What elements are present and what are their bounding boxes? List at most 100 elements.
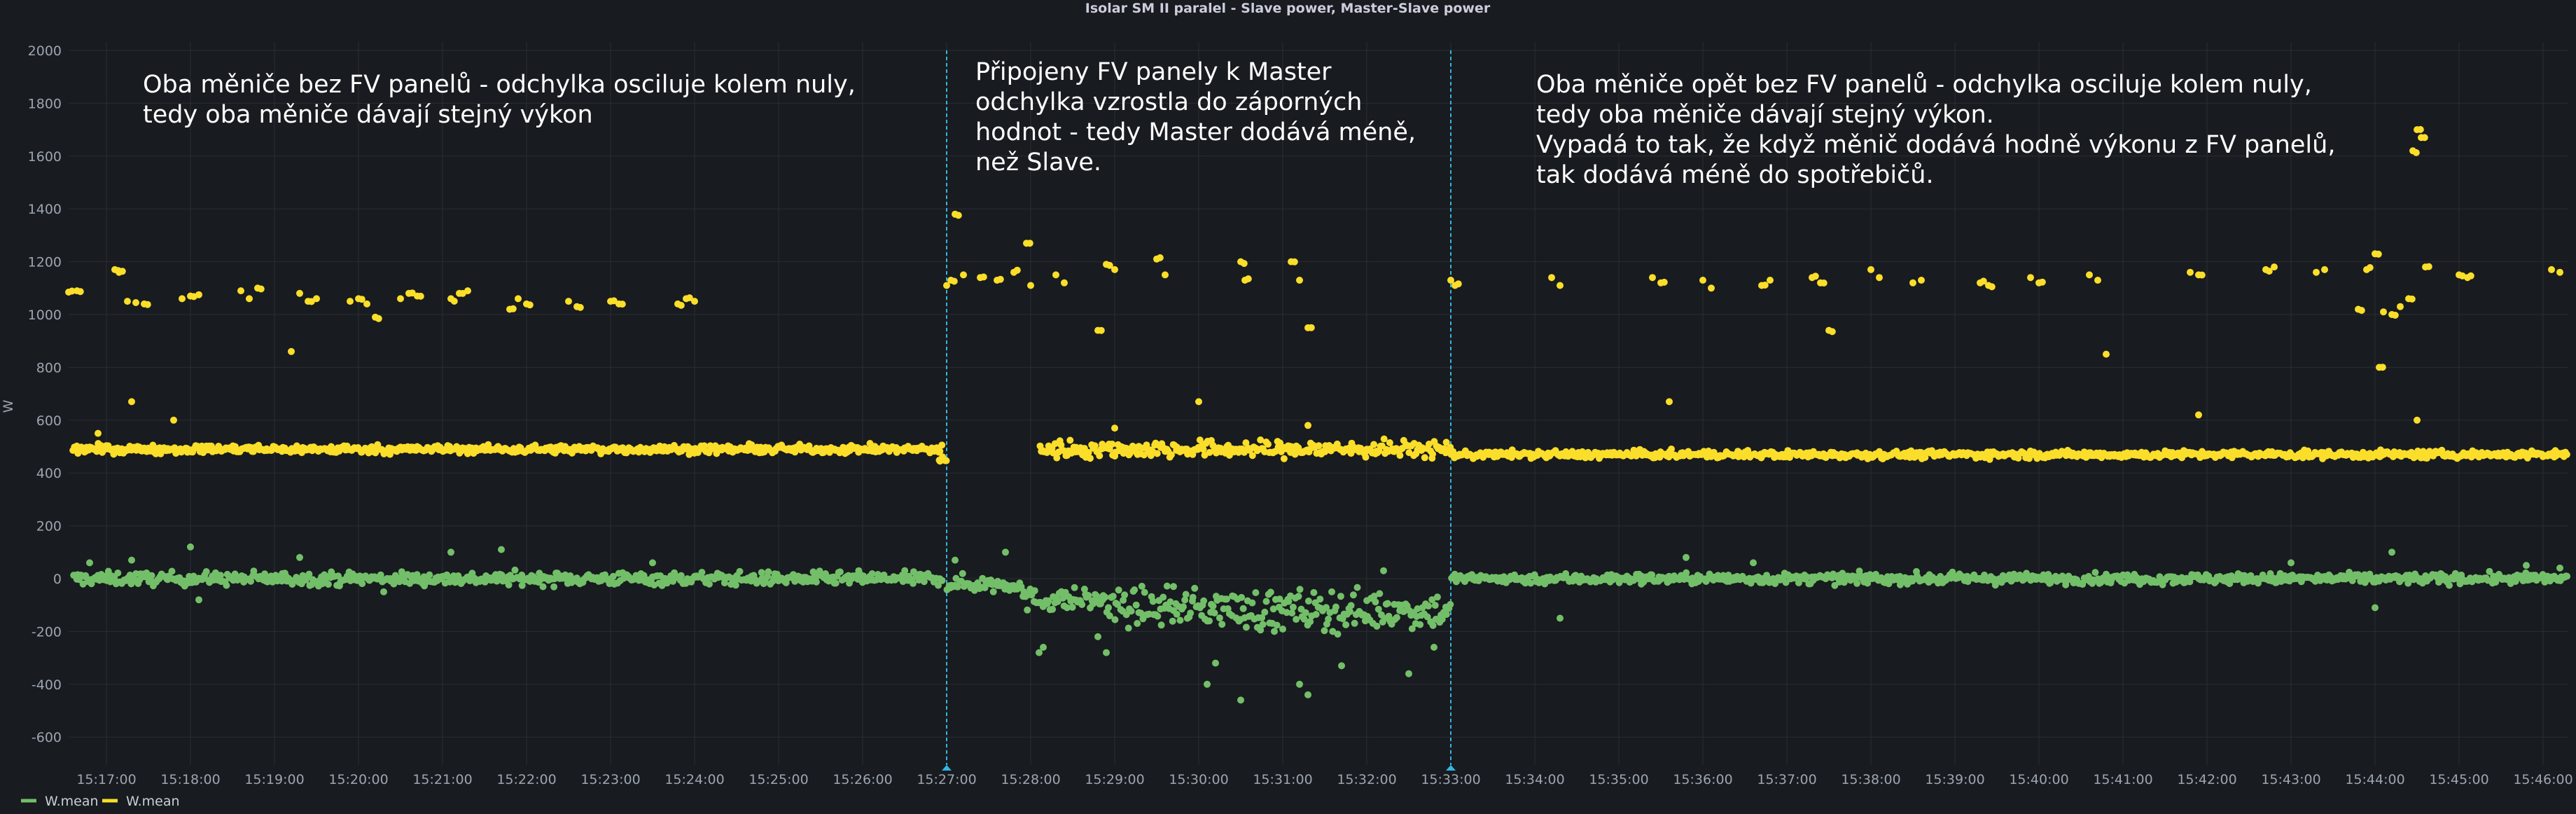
difference-point <box>1385 612 1393 620</box>
difference-point <box>217 572 224 579</box>
slave-point <box>1370 441 1378 448</box>
difference-point <box>1750 559 1757 567</box>
y-tick-label: 800 <box>36 360 62 375</box>
slave-point <box>128 398 135 406</box>
difference-point <box>1261 608 1269 616</box>
y-tick-label: 1800 <box>28 96 62 111</box>
annotation-line: tedy oba měniče dávají stejný výkon. <box>1536 101 1994 129</box>
y-tick-label: -200 <box>32 624 62 640</box>
difference-point <box>1334 630 1342 638</box>
difference-point <box>1288 609 1296 617</box>
difference-point <box>1269 605 1277 613</box>
difference-point <box>1115 586 1122 594</box>
difference-point <box>1218 621 1226 628</box>
slave-point <box>509 305 517 312</box>
difference-point <box>609 572 617 580</box>
slave-point <box>1108 441 1116 448</box>
difference-point <box>1323 604 1330 612</box>
slave-point <box>1396 452 1404 460</box>
difference-point <box>1408 625 1416 633</box>
difference-point <box>1068 603 1076 611</box>
difference-point <box>1442 611 1450 619</box>
difference-point <box>505 581 513 588</box>
annotation: Oba měniče opět bez FV panelů - odchylka… <box>1536 71 2335 189</box>
difference-point <box>1040 644 1047 651</box>
slave-point <box>1304 422 1311 429</box>
x-axis: 15:17:00 15:18:00 15:19:00 15:20:00 15:21:00… <box>76 772 2572 787</box>
difference-point <box>1431 602 1439 609</box>
x-tick-label: 15:39:00 <box>1925 772 1984 787</box>
slave-point <box>1811 273 1819 280</box>
difference-point <box>1885 580 1893 588</box>
slave-point <box>2271 263 2278 271</box>
slave-point <box>713 450 720 457</box>
difference-point <box>1557 614 1564 622</box>
difference-point <box>1109 593 1117 600</box>
grid <box>69 42 2568 765</box>
difference-point <box>1346 608 1353 615</box>
slave-point <box>2391 312 2399 319</box>
x-tick-label: 15:24:00 <box>664 772 724 787</box>
difference-point <box>1430 644 1437 651</box>
slave-point <box>95 429 102 437</box>
y-tick-label: 600 <box>36 413 62 429</box>
difference-point <box>247 577 255 585</box>
difference-point <box>111 574 118 581</box>
x-tick-label: 15:22:00 <box>496 772 556 787</box>
difference-point <box>1204 680 1211 688</box>
slave-point <box>144 301 151 308</box>
slave-point <box>2265 268 2273 275</box>
slave-point <box>1668 446 1675 453</box>
slave-point <box>450 298 458 305</box>
slave-point <box>2187 268 2194 276</box>
annotation-line: hodnot - tedy Master dodává méně, <box>975 118 1416 146</box>
slave-point <box>1053 454 1061 462</box>
difference-point <box>1293 616 1300 623</box>
difference-point <box>1351 619 1358 627</box>
annotation-line: tak dodává méně do spotřebičů. <box>1536 161 1934 189</box>
difference-point <box>1283 609 1290 616</box>
slave-point <box>1248 452 1256 460</box>
slave-point <box>1167 451 1175 459</box>
slave-point <box>1087 455 1094 462</box>
difference-point <box>1137 609 1145 617</box>
annotation: Oba měniče bez FV panelů - odchylka osci… <box>143 71 856 129</box>
difference-point <box>1295 593 1302 600</box>
slave-point <box>1362 453 1370 461</box>
difference-point <box>736 567 744 575</box>
difference-point <box>732 581 739 589</box>
difference-point <box>1267 588 1274 596</box>
y-tick-label: 1200 <box>28 255 62 270</box>
slave-point <box>1380 435 1388 443</box>
slave-point <box>2379 364 2386 371</box>
slave-point <box>1918 277 1925 284</box>
slave-point <box>195 291 202 298</box>
difference-point <box>1106 612 1113 620</box>
difference-point <box>1132 601 1140 609</box>
difference-point <box>1273 621 1281 629</box>
difference-point <box>1149 598 1157 605</box>
slave-point <box>1050 449 1057 457</box>
difference-point <box>1176 616 1184 624</box>
difference-point <box>1169 617 1176 625</box>
difference-point <box>278 577 286 585</box>
difference-point <box>1114 600 1121 608</box>
slave-point <box>1315 442 1323 450</box>
difference-point <box>1252 589 1260 596</box>
difference-point <box>1353 584 1361 591</box>
annotation-line: odchylka vzrostla do záporných <box>975 88 1362 116</box>
difference-point <box>1101 593 1109 601</box>
difference-point <box>1111 616 1119 623</box>
annotation-line: Připojeny FV panely k Master <box>975 58 1332 86</box>
slave-point <box>1097 326 1105 334</box>
difference-point <box>305 570 313 578</box>
difference-point <box>168 567 176 575</box>
difference-point <box>1209 602 1217 610</box>
difference-point <box>1302 609 1309 616</box>
difference-point <box>1332 603 1339 611</box>
x-tick-label: 15:42:00 <box>2177 772 2236 787</box>
difference-point <box>812 578 820 586</box>
difference-point <box>910 579 917 587</box>
slave-point <box>980 273 987 281</box>
difference-point <box>377 571 384 579</box>
